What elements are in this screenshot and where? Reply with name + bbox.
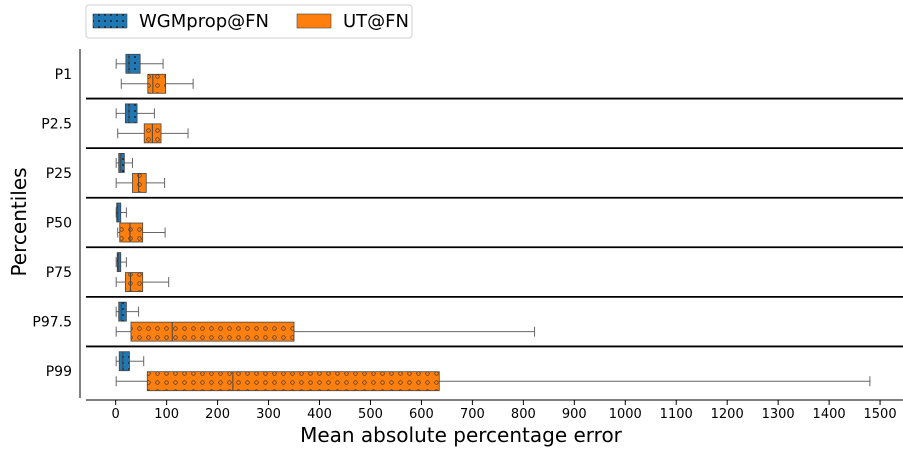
x-tick-label-12: 1200	[711, 407, 744, 422]
box-hatch	[147, 371, 440, 391]
legend-label-0: WGMprop@FN	[139, 11, 269, 32]
x-tick-label-4: 400	[307, 407, 332, 422]
x-tick-label-8: 800	[511, 407, 536, 422]
box-hatch	[147, 74, 166, 94]
box-hatch	[118, 302, 127, 322]
y-tick-label-2: P25	[46, 166, 72, 182]
x-tick-label-14: 1400	[813, 407, 846, 422]
x-tick-label-6: 600	[409, 407, 434, 422]
legend-hatch-0	[93, 14, 127, 28]
y-tick-label-1: P2.5	[41, 116, 72, 132]
legend-label-1: UT@FN	[343, 11, 409, 32]
x-tick-label-13: 1300	[762, 407, 795, 422]
box-UT@FN-P25	[115, 173, 166, 193]
y-tick-label-3: P50	[46, 216, 72, 232]
box-WGMprop@FN-P97.5	[115, 301, 140, 322]
box-WGMprop@FN-P99	[115, 351, 145, 372]
box-WGMprop@FN-P75	[115, 252, 127, 272]
x-tick-label-0: 0	[112, 407, 120, 422]
box-WGMprop@FN-P2.5	[115, 103, 155, 124]
box-hatch	[132, 173, 147, 193]
x-tick-label-10: 1000	[609, 407, 642, 422]
box-hatch	[119, 351, 130, 371]
box-UT@FN-P99	[115, 371, 871, 392]
x-tick-label-3: 300	[256, 407, 281, 422]
x-tick-label-7: 700	[460, 407, 485, 422]
box-WGMprop@FN-P1	[115, 53, 164, 74]
x-axis-title: Mean absolute percentage error	[300, 423, 623, 447]
box-UT@FN-P97.5	[115, 321, 536, 342]
legend-swatch-1	[296, 13, 332, 29]
box-hatch	[117, 252, 121, 272]
x-tick-label-11: 1100	[660, 407, 693, 422]
box-hatch	[119, 223, 143, 242]
x-tick-label-15: 1500	[864, 407, 897, 422]
box-UT@FN-P2.5	[117, 123, 189, 144]
plot-area: P1 P2.5 P25 P50 P75 P97.5 P99 0 100 200 300 400 500 6…	[32, 49, 903, 422]
box-hatch	[118, 153, 125, 173]
box-hatch	[116, 203, 121, 222]
y-axis-title: Percentiles	[7, 167, 31, 276]
box-UT@FN-P1	[120, 73, 194, 94]
box-WGMprop@FN-P25	[115, 153, 133, 173]
legend-entry-1: UT@FN	[296, 11, 409, 32]
legend-entry-0: WGMprop@FN	[92, 11, 269, 32]
legend: WGMprop@FN UT@FN	[85, 4, 413, 39]
box-UT@FN-P50	[117, 222, 166, 243]
box-hatch	[125, 272, 143, 292]
box-WGMprop@FN-P50	[115, 202, 127, 223]
y-tick-label-6: P99	[46, 364, 72, 380]
legend-frame	[85, 4, 413, 39]
box-hatch	[125, 103, 138, 123]
y-tick-label-0: P1	[55, 67, 72, 83]
x-tick-label-2: 200	[205, 407, 230, 422]
box-hatch	[130, 322, 295, 342]
box-UT@FN-P75	[115, 272, 170, 292]
x-tick-label-5: 500	[358, 407, 383, 422]
x-tick-label-1: 100	[154, 407, 179, 422]
x-tick-label-9: 900	[562, 407, 587, 422]
box-hatch	[125, 54, 141, 74]
y-tick-label-5: P97.5	[32, 315, 72, 331]
y-tick-label-4: P75	[46, 265, 72, 281]
